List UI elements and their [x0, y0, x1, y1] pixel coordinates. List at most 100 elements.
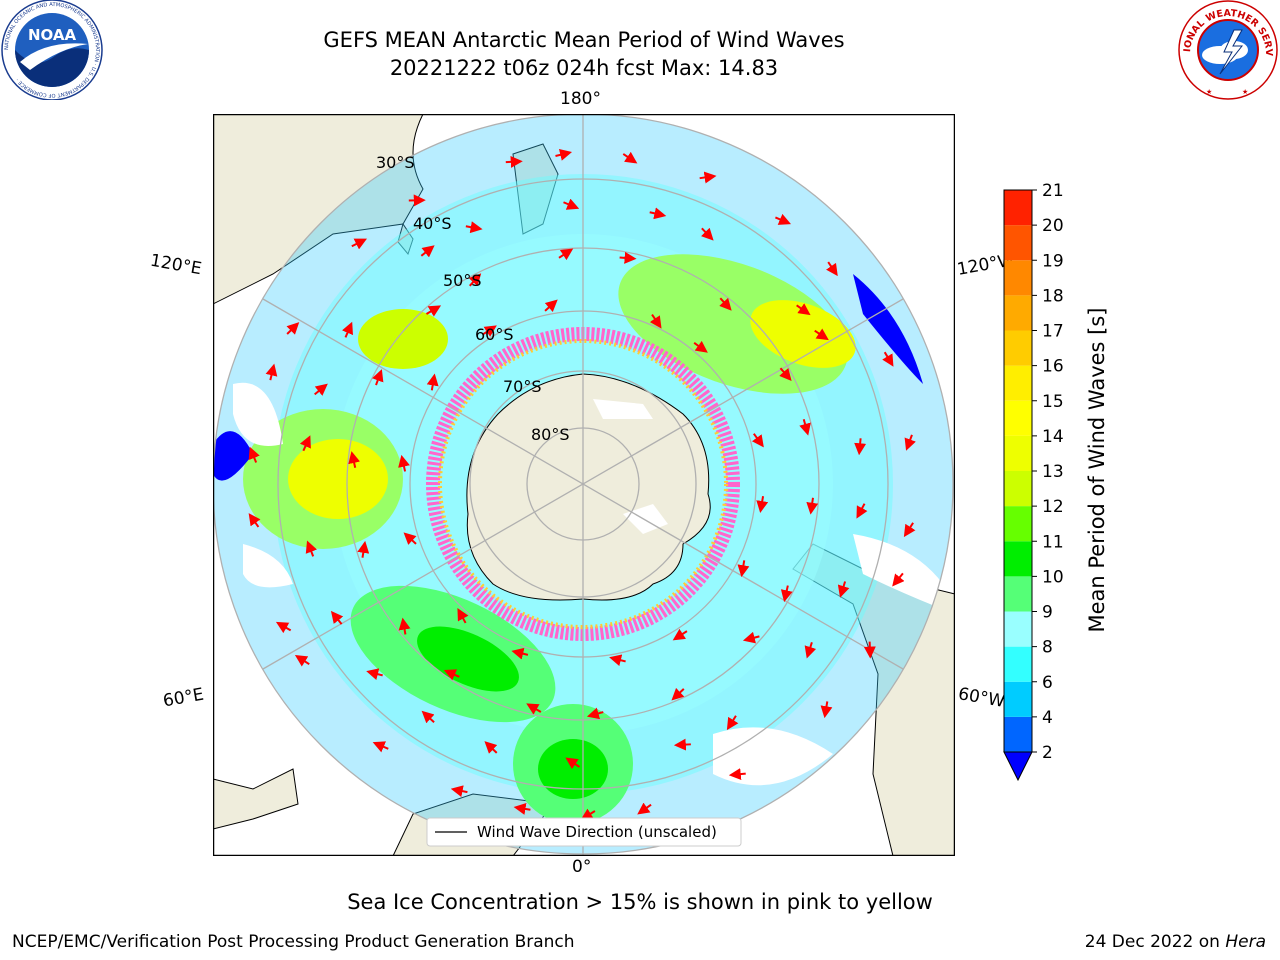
wave-direction-arrow — [820, 701, 833, 719]
wave-direction-arrow — [351, 238, 367, 250]
colorbar-tick-label: 21 — [1042, 181, 1064, 201]
colorbar-tick-label: 2 — [1042, 743, 1053, 763]
wave-direction-arrow — [903, 522, 916, 538]
colorbar-swatch — [1004, 646, 1032, 682]
colorbar-tick-label: 18 — [1042, 286, 1064, 306]
wave-direction-arrow — [294, 655, 310, 667]
map-legend-text: Wind Wave Direction (unscaled) — [477, 823, 717, 841]
wave-direction-arrow — [265, 363, 278, 381]
wave-direction-arrow — [286, 322, 300, 335]
wave-direction-arrow — [468, 273, 482, 287]
wave-direction-arrow — [555, 149, 573, 161]
wave-direction-arrow — [756, 496, 769, 513]
colorbar-swatch — [1004, 295, 1032, 331]
colorbar-tick-label: 15 — [1042, 392, 1064, 412]
wave-direction-arrow — [672, 628, 688, 641]
south-america-landmass — [792, 543, 955, 856]
colorbar-tick-label: 17 — [1042, 322, 1064, 342]
colorbar-swatch — [1004, 506, 1032, 542]
wave-direction-arrow — [775, 213, 792, 225]
colorbar-tick-label: 11 — [1042, 532, 1064, 552]
lat-label-70s: 70°S — [503, 377, 542, 396]
svg-text:★: ★ — [1242, 88, 1248, 96]
svg-text:★: ★ — [1206, 88, 1212, 96]
wave-direction-arrow — [357, 540, 370, 558]
colorbar-label: Mean Period of Wind Waves [s] — [1085, 307, 1109, 633]
wave-direction-arrow — [348, 451, 360, 468]
wave-direction-arrow — [558, 248, 574, 261]
wave-direction-arrow — [904, 434, 916, 451]
colorbar-tick-label: 14 — [1042, 427, 1064, 447]
wave-direction-arrow — [421, 710, 435, 724]
wave-direction-arrow — [248, 513, 261, 528]
wave-direction-arrow — [856, 503, 868, 519]
wave-direction-arrow — [837, 581, 850, 598]
graticule — [213, 114, 954, 856]
colorbar-underflow-triangle — [1003, 751, 1033, 782]
wave-direction-arrow — [425, 305, 442, 317]
footer-date-text: 24 Dec 2022 on — [1084, 932, 1220, 952]
wave-direction-arrow — [799, 418, 811, 436]
wave-direction-arrow — [637, 802, 652, 815]
wave-direction-arrow — [443, 669, 460, 681]
lon-label-0: 0° — [572, 857, 592, 877]
colorbar-tick-label: 20 — [1042, 216, 1064, 236]
wave-direction-arrow — [484, 741, 498, 754]
map-legend — [426, 817, 742, 847]
colorbar-swatch — [1004, 541, 1032, 577]
wave-direction-arrow — [563, 198, 580, 210]
wave-direction-arrow — [826, 261, 838, 277]
wave-direction-arrow — [505, 155, 523, 168]
wave-direction-arrow — [780, 585, 793, 603]
lat-label-80s: 80°S — [531, 425, 570, 444]
wave-direction-arrow — [482, 325, 497, 337]
wave-direction-arrow — [513, 803, 531, 815]
wave-direction-arrow — [366, 668, 383, 680]
colorbar-swatch — [1004, 576, 1032, 612]
wave-direction-arrow — [465, 221, 483, 234]
wave-direction-arrow — [693, 340, 708, 353]
colorbar-tick-label: 4 — [1042, 708, 1053, 728]
wave-direction-arrow — [719, 297, 732, 311]
footer-date: 24 Dec 2022 on Hera — [1085, 932, 1266, 952]
lat-label-50s: 50°S — [443, 271, 482, 290]
footer-machine: Hera — [1225, 932, 1266, 952]
wave-direction-arrow — [398, 454, 410, 472]
wave-direction-arrow — [299, 435, 311, 452]
wave-direction-arrow — [804, 642, 817, 659]
tasmania-landmass — [397, 222, 414, 256]
colorbar-tick-label: 16 — [1042, 357, 1064, 377]
wave-direction-arrow — [700, 227, 714, 241]
colorbar-tick-label: 6 — [1042, 673, 1053, 693]
wave-direction-arrow — [275, 621, 292, 634]
wave-direction-arrow — [671, 687, 685, 701]
wave-direction-arrow — [737, 560, 750, 578]
lat-label-30s: 30°S — [376, 153, 415, 172]
wave-direction-arrow — [673, 738, 691, 751]
colorbar-swatch — [1004, 225, 1032, 261]
wave-direction-arrow — [649, 207, 667, 220]
australia-landmass — [213, 114, 424, 305]
wave-direction-arrow — [420, 245, 435, 258]
wave-direction-arrow — [248, 446, 260, 463]
wave-direction-arrow — [806, 497, 819, 515]
lat-label-40s: 40°S — [413, 214, 452, 233]
forecast-subtitle: 20221222 t06z 024h fcst Max: 14.83 — [389, 56, 779, 80]
wave-direction-arrow — [398, 617, 411, 635]
noaa-logo-text: NOAA — [28, 26, 77, 44]
wave-direction-arrow — [314, 383, 328, 396]
wave-direction-arrow — [892, 572, 905, 587]
wave-direction-arrow — [580, 808, 596, 821]
wave-direction-arrow — [586, 707, 604, 720]
wave-direction-arrow — [649, 313, 662, 329]
wave-direction-arrow — [779, 367, 792, 381]
colorbar-swatch — [1004, 471, 1032, 507]
colorbar-tick-label: 12 — [1042, 497, 1064, 517]
wave-direction-arrow — [854, 438, 867, 456]
colorbar: 2 4 6 8 9 10 11 12 13 14 15 16 17 18 19 20 21 — [1003, 181, 1064, 782]
wave-direction-arrow — [814, 328, 829, 341]
wave-direction-arrow — [609, 654, 626, 667]
wave-direction-arrow — [796, 303, 811, 316]
page-title: GEFS MEAN Antarctic Mean Period of Wind … — [323, 28, 845, 52]
wave-direction-arrow — [372, 369, 384, 386]
